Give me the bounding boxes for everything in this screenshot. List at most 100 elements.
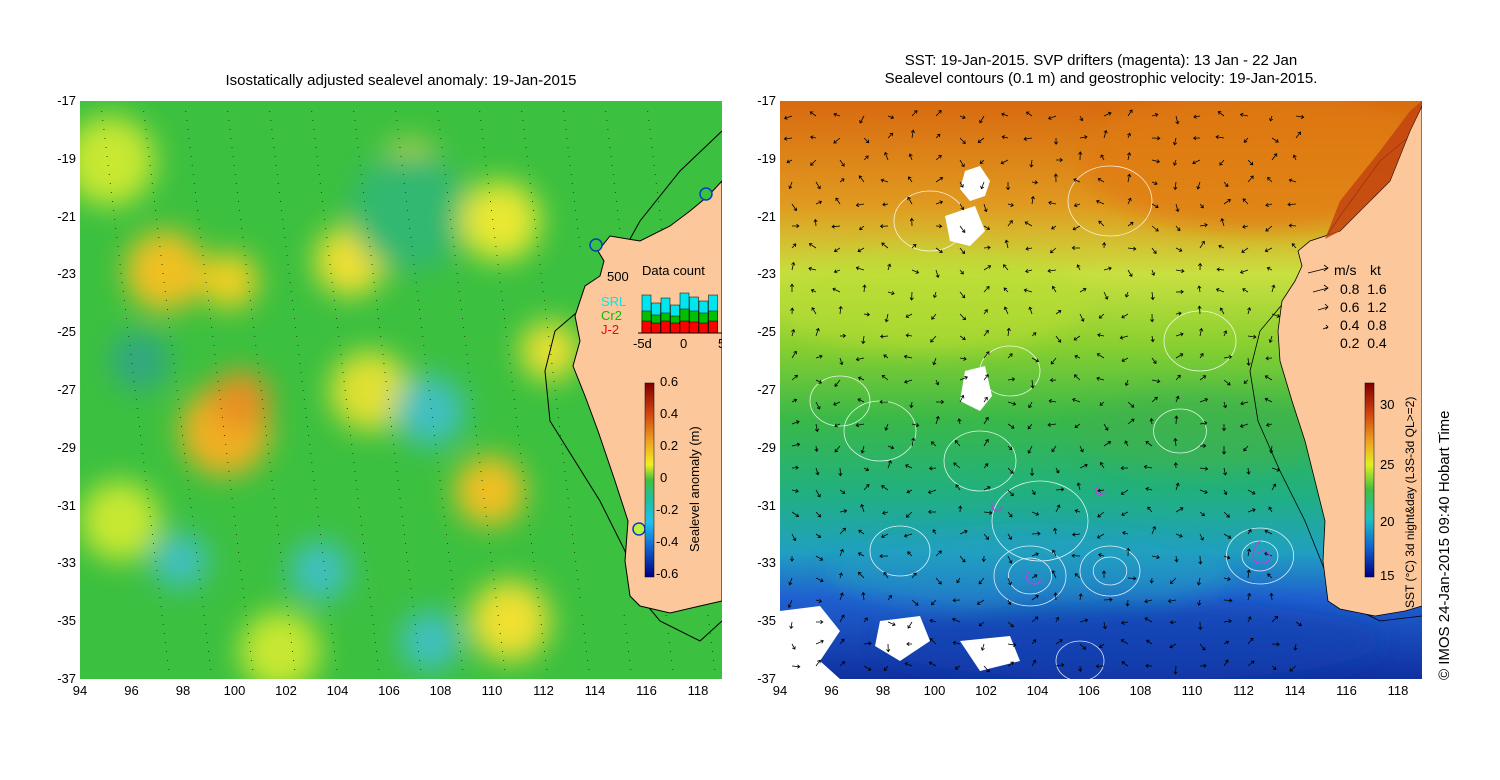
velocity-arrow: [1047, 115, 1057, 120]
altimeter-track-point: [461, 309, 462, 310]
altimeter-track-point: [527, 165, 529, 166]
altimeter-track-point: [154, 201, 155, 202]
longitude-tick-label: 116: [1336, 683, 1357, 698]
altimeter-track-point: [521, 462, 523, 463]
velocity-arrow: [907, 196, 913, 205]
velocity-arrow: [1264, 397, 1273, 403]
altimeter-track-point: [470, 390, 472, 391]
altimeter-track-point: [260, 390, 262, 391]
data-count-bar: [651, 322, 661, 334]
altimeter-track-point: [363, 543, 364, 544]
latitude-tick-label: -17: [57, 93, 76, 108]
velocity-arrow: [791, 488, 799, 493]
velocity-arrow: [910, 129, 915, 139]
velocity-arrow: [1127, 132, 1131, 139]
tide-gauge-marker[interactable]: [589, 238, 603, 252]
velocity-arrow: [1028, 306, 1033, 315]
altimeter-track-point: [424, 354, 426, 355]
velocity-arrow: [1199, 203, 1204, 209]
velocity-arrow: [815, 489, 821, 498]
altimeter-track-point: [497, 264, 499, 265]
altimeter-track-point: [311, 462, 313, 463]
altimeter-track-point: [232, 507, 234, 508]
altimeter-track-point: [608, 138, 610, 139]
velocity-arrow: [887, 291, 895, 296]
velocity-arrow: [833, 112, 841, 117]
altimeter-track-point: [327, 246, 329, 247]
altimeter-track-point: [660, 219, 662, 220]
altimeter-track-point: [452, 237, 454, 238]
data-count-bar: [708, 320, 718, 334]
velocity-arrow: [1029, 467, 1035, 477]
velocity-arrow: [809, 111, 817, 117]
altimeter-track-point: [625, 633, 627, 634]
velocity-arrow: [957, 418, 962, 425]
altimeter-track-point: [289, 633, 291, 634]
velocity-arrow: [1025, 269, 1033, 274]
altimeter-track-point: [271, 480, 273, 481]
altimeter-track-point: [607, 129, 609, 130]
sealevel-colorbar: [644, 382, 655, 578]
velocity-arrow: [1127, 197, 1132, 205]
velocity-arrow: [1240, 401, 1249, 406]
data-count-bar: [689, 321, 699, 334]
altimeter-track-point: [336, 669, 338, 670]
altimeter-track-point: [241, 228, 243, 229]
altimeter-track-point: [425, 363, 427, 364]
altimeter-track-point: [383, 363, 385, 364]
velocity-arrow: [791, 442, 801, 447]
altimeter-track-point: [350, 435, 352, 436]
velocity-arrow: [789, 621, 794, 630]
altimeter-track-point: [554, 390, 556, 391]
altimeter-track-point: [386, 390, 388, 391]
velocity-arrow: [1223, 467, 1228, 476]
velocity-arrow: [905, 464, 913, 469]
altimeter-track-point: [330, 273, 332, 274]
altimeter-track-point: [384, 372, 386, 373]
velocity-arrow: [935, 379, 940, 386]
sealevel-contour: [993, 545, 1067, 607]
altimeter-track-point: [206, 291, 208, 292]
velocity-arrow: [1287, 202, 1297, 207]
altimeter-track-point: [221, 417, 223, 418]
altimeter-track-point: [407, 210, 409, 211]
altimeter-track-point: [368, 237, 370, 238]
altimeter-track-point: [409, 579, 411, 580]
altimeter-track-point: [415, 282, 417, 283]
altimeter-track-point: [212, 336, 214, 337]
altimeter-track-point: [509, 363, 511, 364]
altimeter-track-point: [313, 480, 315, 481]
altimeter-track-point: [401, 516, 403, 517]
altimeter-track-point: [539, 264, 541, 265]
altimeter-track-point: [490, 201, 491, 202]
tide-gauge-marker[interactable]: [699, 187, 713, 201]
sealevel-anomaly-map[interactable]: Data count 500 SRL Cr2 J-2 -5d 0 5: [80, 101, 722, 679]
altimeter-track-point: [230, 489, 232, 490]
altimeter-track-point: [340, 354, 342, 355]
velocity-arrow: [1175, 332, 1184, 337]
sst-map[interactable]: [780, 101, 1422, 679]
altimeter-track-point: [164, 642, 166, 643]
altimeter-track-point: [324, 570, 326, 571]
velocity-arrow: [954, 440, 961, 447]
altimeter-track-point: [243, 597, 245, 598]
velocity-arrow: [959, 335, 966, 340]
altimeter-track-point: [246, 273, 248, 274]
data-count-bar: [679, 320, 690, 334]
altimeter-track-point: [245, 615, 247, 616]
altimeter-track-point: [379, 327, 381, 328]
latitude-tick-label: -19: [57, 150, 76, 166]
altimeter-track-point: [262, 408, 264, 409]
velocity-arrow: [928, 466, 937, 471]
altimeter-track-point: [552, 372, 554, 373]
tide-gauge-marker[interactable]: [632, 522, 646, 536]
altimeter-track-point: [533, 561, 535, 562]
altimeter-track-point: [619, 228, 621, 229]
altimeter-track-point: [546, 669, 548, 670]
altimeter-track-point: [392, 435, 394, 436]
altimeter-track-point: [525, 147, 527, 148]
altimeter-track-point: [132, 372, 134, 373]
velocity-arrow: [1004, 239, 1009, 249]
altimeter-track-point: [426, 372, 428, 373]
altimeter-track-point: [514, 408, 516, 409]
